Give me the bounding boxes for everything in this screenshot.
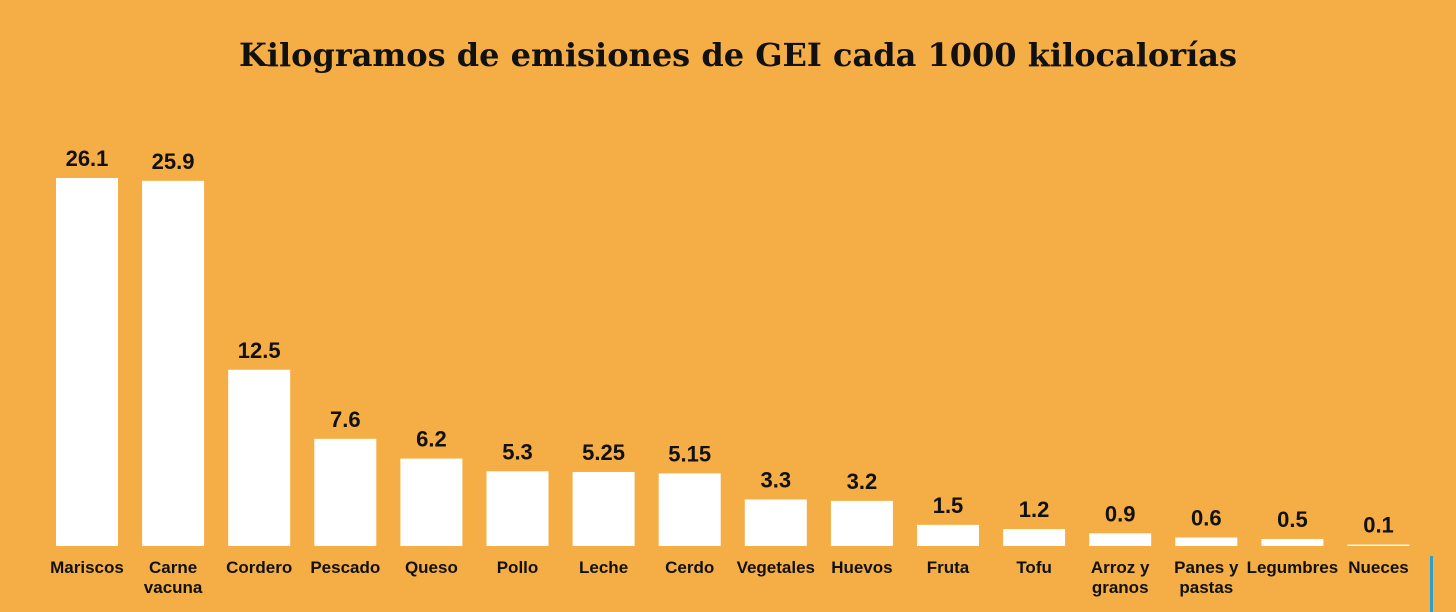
category-label-queso: Queso	[405, 558, 458, 577]
value-label-mariscos: 26.1	[66, 146, 109, 171]
category-label-vegetales: Vegetales	[737, 558, 815, 577]
bar-mariscos	[56, 178, 118, 546]
category-label-leche: Leche	[579, 558, 628, 577]
bar-cordero	[228, 369, 291, 546]
category-label-cordero: Cordero	[226, 558, 292, 577]
bar-huevos	[830, 500, 893, 546]
category-label-cerdo: Cerdo	[665, 558, 714, 577]
category-label-panes-y-pastas: Panes y pastas	[1174, 558, 1239, 597]
value-label-huevos: 3.2	[847, 469, 878, 494]
value-label-queso: 6.2	[416, 427, 447, 452]
bar-arroz-y-granos	[1089, 533, 1152, 546]
bar-pollo	[486, 471, 549, 546]
value-label-tofu: 1.2	[1019, 497, 1050, 522]
bar-fruta	[917, 524, 979, 546]
category-label-tofu: Tofu	[1016, 558, 1052, 577]
bar-panes-y-pastas	[1175, 537, 1238, 546]
category-label-pollo: Pollo	[497, 558, 539, 577]
category-label-mariscos: Mariscos	[50, 558, 124, 577]
bar-legumbres	[1261, 538, 1324, 546]
category-label-arroz-y-granos: Arroz y granos	[1091, 558, 1150, 597]
value-label-cerdo: 5.15	[668, 441, 711, 466]
value-label-pescado: 7.6	[330, 407, 361, 432]
bar-vegetales	[744, 499, 807, 546]
bar-queso	[400, 458, 463, 546]
value-label-vegetales: 3.3	[761, 467, 792, 492]
category-labels-group: Mariscos Carne vacuna Cordero Pescado Queso Po…	[50, 558, 1409, 597]
category-label-nueces: Nueces	[1348, 558, 1408, 577]
value-label-pollo: 5.3	[502, 439, 533, 464]
value-label-cordero: 12.5	[238, 338, 281, 363]
bars-group	[56, 178, 1410, 546]
category-label-fruta: Fruta	[927, 558, 970, 577]
value-label-nueces: 0.1	[1363, 513, 1394, 538]
bar-cerdo	[658, 473, 721, 546]
value-label-leche: 5.25	[582, 440, 625, 465]
value-label-fruta: 1.5	[933, 493, 964, 518]
value-label-arroz-y-granos: 0.9	[1105, 501, 1136, 526]
edge-marker	[1430, 556, 1433, 612]
value-labels-group: 26.1 25.9 12.5 7.6 6.2 5.3 5.25 5.15 3.3 3.2 1.5 1.…	[66, 146, 1394, 538]
bar-nueces	[1347, 544, 1410, 546]
category-label-huevos: Huevos	[831, 558, 892, 577]
value-label-panes-y-pastas: 0.6	[1191, 506, 1222, 531]
chart-title: Kilogramos de emisiones de GEI cada 1000…	[238, 36, 1238, 74]
category-label-carne-vacuna: Carne vacuna	[144, 558, 203, 597]
bar-pescado	[314, 438, 377, 546]
category-label-legumbres: Legumbres	[1247, 558, 1339, 577]
bar-carne-vacuna	[142, 180, 205, 546]
bar-tofu	[1003, 529, 1066, 546]
category-label-pescado: Pescado	[310, 558, 380, 577]
value-label-carne-vacuna: 25.9	[152, 149, 195, 174]
value-label-legumbres: 0.5	[1277, 507, 1308, 532]
bar-leche	[572, 471, 635, 546]
